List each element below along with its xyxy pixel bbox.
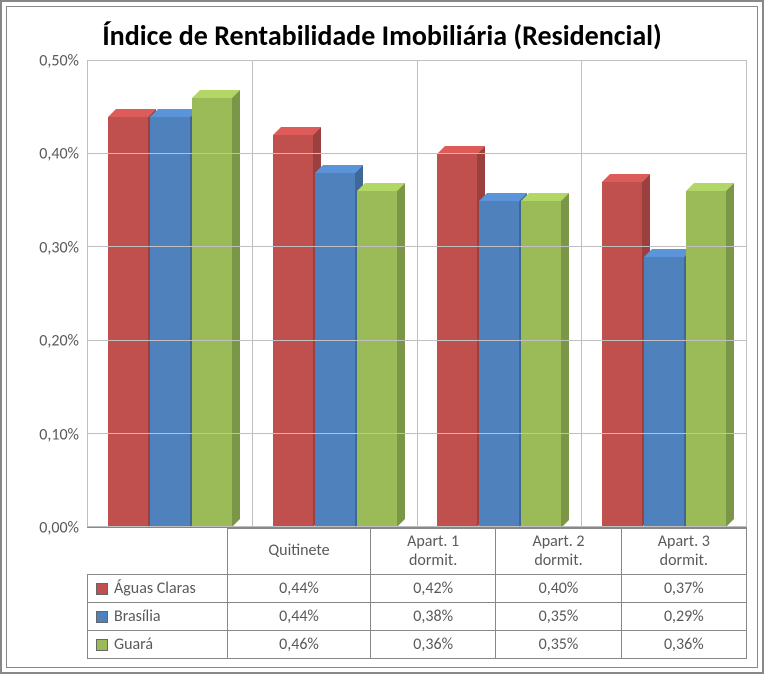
bar bbox=[150, 117, 190, 528]
bar-side bbox=[561, 193, 569, 528]
bar-front bbox=[479, 201, 519, 528]
chart-title: Índice de Rentabilidade Imobiliária (Res… bbox=[17, 19, 747, 53]
y-tick-label: 0,30% bbox=[39, 238, 79, 257]
data-cell: 0,29% bbox=[621, 603, 746, 631]
gridline bbox=[87, 60, 747, 61]
table-row: Águas Claras0,44%0,42%0,40%0,37% bbox=[88, 575, 747, 603]
bar-front bbox=[150, 117, 190, 528]
bar bbox=[273, 135, 313, 527]
legend-swatch bbox=[96, 639, 108, 651]
chart-frame: Índice de Rentabilidade Imobiliária (Res… bbox=[0, 0, 764, 674]
series-header: Águas Claras bbox=[88, 575, 228, 603]
bar-side bbox=[726, 183, 734, 527]
data-cell: 0,40% bbox=[496, 575, 621, 603]
bar bbox=[644, 257, 684, 528]
y-axis: 0,00%0,10%0,20%0,30%0,40%0,50% bbox=[17, 61, 87, 529]
category-header: Apart. 2dormit. bbox=[496, 529, 621, 575]
category-header: Quitinete bbox=[228, 529, 371, 575]
chart-inner: Índice de Rentabilidade Imobiliária (Res… bbox=[6, 6, 758, 668]
gridline bbox=[87, 433, 747, 434]
gridline bbox=[87, 153, 747, 154]
y-tick-label: 0,20% bbox=[39, 332, 79, 351]
category-header: Apart. 3dormit. bbox=[621, 529, 746, 575]
data-cell: 0,44% bbox=[228, 603, 371, 631]
plot-area bbox=[87, 61, 747, 529]
data-table-body: QuitineteApart. 1dormit.Apart. 2dormit.A… bbox=[88, 529, 747, 659]
category-group bbox=[418, 61, 583, 528]
bar bbox=[108, 117, 148, 528]
bar-front bbox=[686, 191, 726, 527]
table-header-row: QuitineteApart. 1dormit.Apart. 2dormit.A… bbox=[88, 529, 747, 575]
bar-front bbox=[357, 191, 397, 527]
data-cell: 0,35% bbox=[496, 631, 621, 659]
category-group bbox=[253, 61, 418, 528]
legend-swatch bbox=[96, 583, 108, 595]
category-header: Apart. 1dormit. bbox=[370, 529, 495, 575]
gridline bbox=[87, 526, 747, 527]
bars-container bbox=[87, 61, 747, 528]
bar bbox=[192, 98, 232, 527]
category-group bbox=[582, 61, 747, 528]
bar-front bbox=[644, 257, 684, 528]
data-cell: 0,36% bbox=[370, 631, 495, 659]
bar-front bbox=[521, 201, 561, 528]
bar bbox=[521, 201, 561, 528]
bar-front bbox=[192, 98, 232, 527]
data-cell: 0,35% bbox=[496, 603, 621, 631]
bar bbox=[315, 173, 355, 528]
y-tick-label: 0,40% bbox=[39, 145, 79, 164]
y-tick-label: 0,00% bbox=[39, 519, 79, 538]
bar-front bbox=[273, 135, 313, 527]
bar-front bbox=[315, 173, 355, 528]
bar-front bbox=[108, 117, 148, 528]
series-header: Guará bbox=[88, 631, 228, 659]
bar-side bbox=[397, 183, 405, 527]
legend-swatch bbox=[96, 611, 108, 623]
y-tick-label: 0,10% bbox=[39, 425, 79, 444]
data-cell: 0,37% bbox=[621, 575, 746, 603]
bar bbox=[602, 182, 642, 527]
data-cell: 0,38% bbox=[370, 603, 495, 631]
chart-area: 0,00%0,10%0,20%0,30%0,40%0,50% bbox=[17, 61, 747, 529]
data-table: QuitineteApart. 1dormit.Apart. 2dormit.A… bbox=[87, 528, 747, 659]
data-cell: 0,44% bbox=[228, 575, 371, 603]
series-header: Brasília bbox=[88, 603, 228, 631]
category-group bbox=[87, 61, 253, 528]
table-row: Brasília0,44%0,38%0,35%0,29% bbox=[88, 603, 747, 631]
y-tick-label: 0,50% bbox=[39, 51, 79, 70]
gridline bbox=[87, 340, 747, 341]
table-corner-cell bbox=[88, 529, 228, 575]
bar-front bbox=[602, 182, 642, 527]
data-table-wrap: QuitineteApart. 1dormit.Apart. 2dormit.A… bbox=[87, 528, 747, 659]
gridline bbox=[87, 246, 747, 247]
bar bbox=[479, 201, 519, 528]
data-cell: 0,42% bbox=[370, 575, 495, 603]
bar-side bbox=[232, 90, 240, 527]
bar bbox=[686, 191, 726, 527]
data-cell: 0,46% bbox=[228, 631, 371, 659]
table-row: Guará0,46%0,36%0,35%0,36% bbox=[88, 631, 747, 659]
data-cell: 0,36% bbox=[621, 631, 746, 659]
bar bbox=[357, 191, 397, 527]
